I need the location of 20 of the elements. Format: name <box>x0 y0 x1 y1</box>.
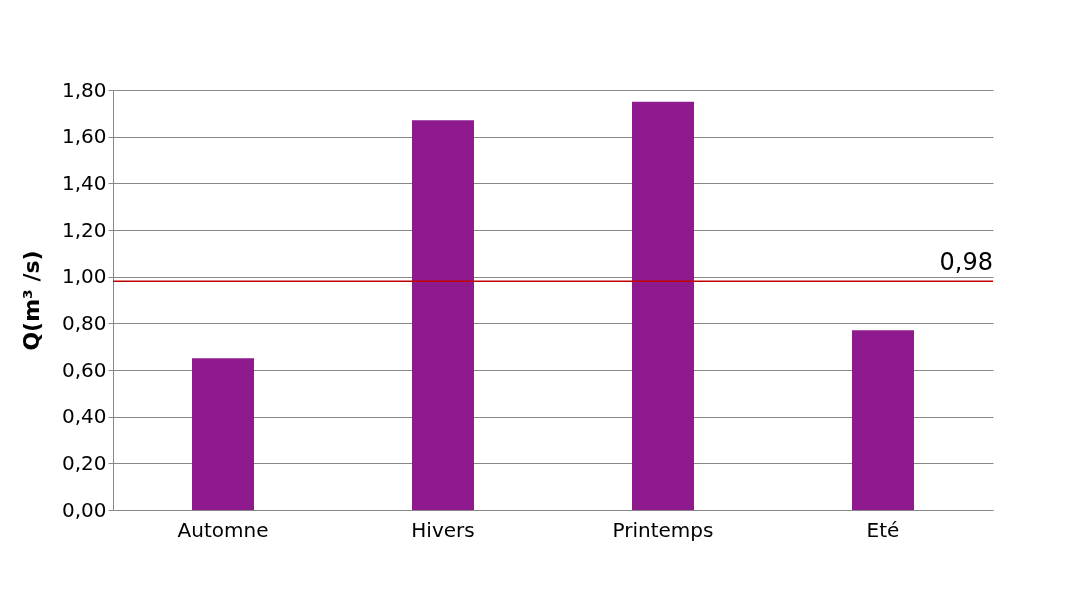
bar <box>632 101 694 510</box>
y-tick-label: 1,00 <box>61 264 107 289</box>
bar <box>412 120 474 510</box>
x-tick-label: Eté <box>866 517 900 542</box>
y-tick-label: 0,20 <box>61 450 107 475</box>
y-tick-label: 0,80 <box>61 310 107 335</box>
y-tick-label: 1,80 <box>61 77 107 102</box>
y-tick-label: 1,20 <box>61 217 107 242</box>
y-tick-label: 1,60 <box>61 124 107 149</box>
ref-line-label: 0,98 <box>939 248 993 277</box>
y-axis-title: Q(m³ /s) <box>18 250 44 351</box>
bar <box>852 330 914 510</box>
y-tick-label: 0,60 <box>61 357 107 382</box>
bar <box>192 358 254 510</box>
x-tick-label: Printemps <box>612 517 714 542</box>
x-tick-label: Automne <box>177 517 269 542</box>
y-tick-label: 1,40 <box>61 170 107 195</box>
y-tick-label: 0,00 <box>61 497 107 522</box>
y-tick-label: 0,40 <box>61 404 107 429</box>
x-tick-label: Hivers <box>411 517 475 542</box>
